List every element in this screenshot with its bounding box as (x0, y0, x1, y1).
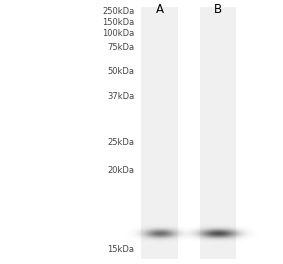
Text: A: A (156, 3, 164, 16)
Text: 50kDa: 50kDa (108, 67, 134, 76)
Text: 25kDa: 25kDa (108, 138, 134, 147)
Text: 37kDa: 37kDa (107, 92, 134, 101)
Text: 100kDa: 100kDa (102, 29, 134, 37)
Text: 75kDa: 75kDa (107, 43, 134, 52)
Text: B: B (214, 3, 222, 16)
Bar (142, 7, 178, 259)
Bar (200, 7, 236, 259)
Text: 15kDa: 15kDa (108, 245, 134, 254)
Text: 20kDa: 20kDa (108, 166, 134, 175)
Text: 150kDa: 150kDa (102, 18, 134, 27)
Text: 250kDa: 250kDa (102, 7, 134, 16)
